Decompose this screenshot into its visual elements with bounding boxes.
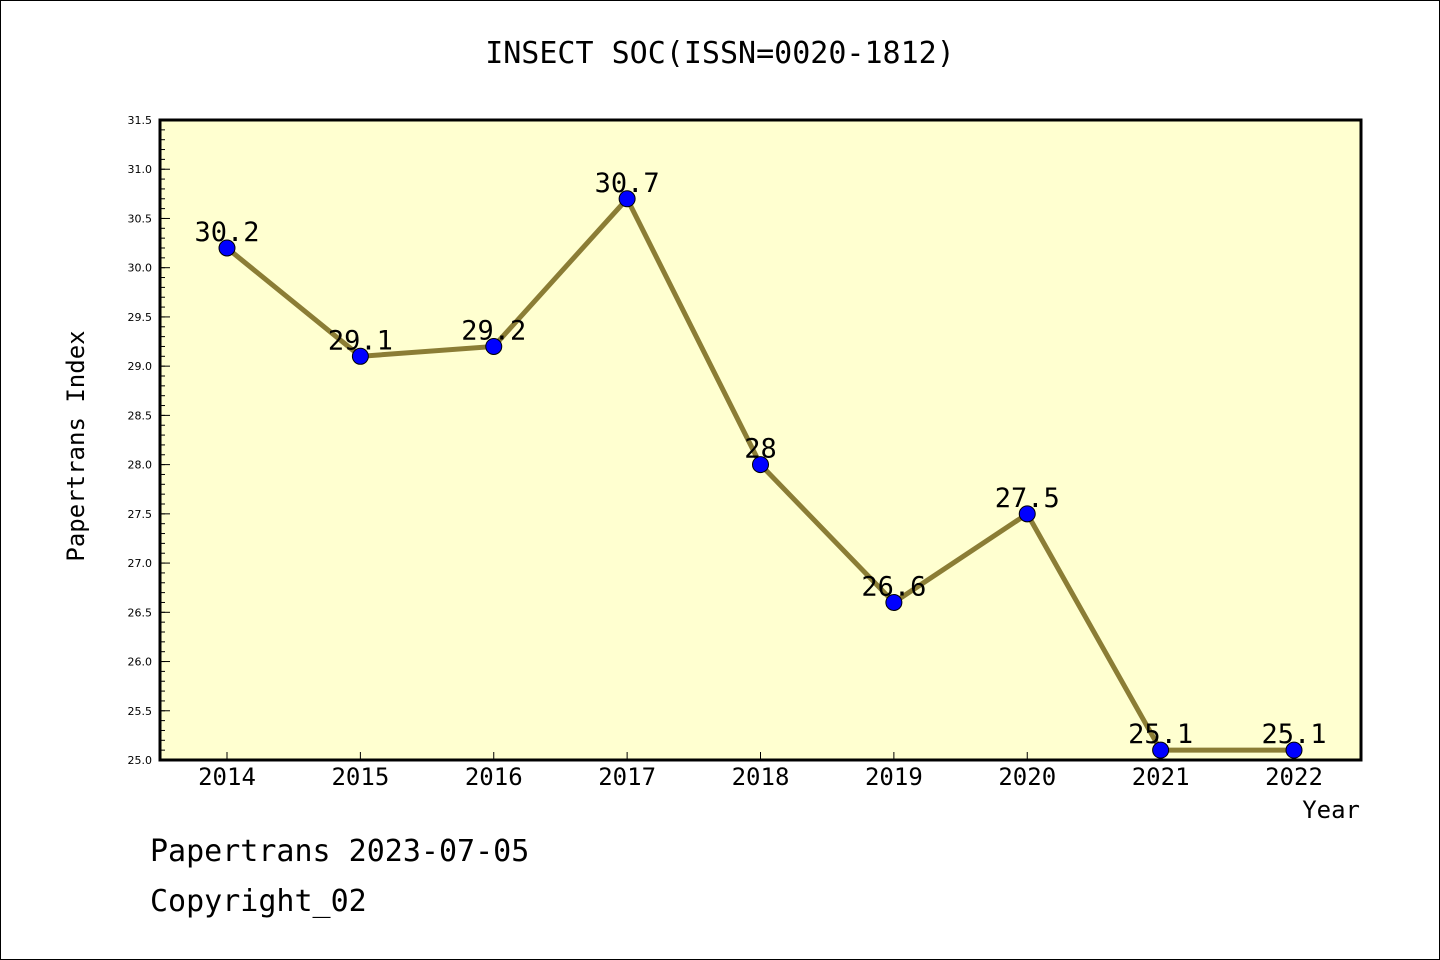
x-tick-label: 2019 — [865, 763, 923, 791]
x-tick-label: 2018 — [732, 763, 790, 791]
data-point — [1018, 505, 1036, 523]
x-tick-label: 2015 — [331, 763, 389, 791]
y-tick-label: 25.5 — [128, 705, 153, 718]
data-label: 27.5 — [995, 483, 1060, 514]
y-tick-label: 30.0 — [128, 262, 153, 275]
data-point — [1152, 741, 1170, 759]
x-tick-label: 2020 — [998, 763, 1056, 791]
y-tick-label: 28.0 — [128, 459, 153, 472]
y-tick-label: 29.5 — [128, 311, 153, 324]
x-tick-label: 2014 — [198, 763, 256, 791]
x-tick-label: 2017 — [598, 763, 656, 791]
x-tick-label: 2016 — [465, 763, 523, 791]
data-label: 25.1 — [1128, 719, 1193, 750]
plot-area — [160, 120, 1361, 760]
y-tick-label: 31.5 — [128, 114, 153, 127]
footer-date: Papertrans 2023-07-05 — [150, 834, 530, 869]
y-tick-label: 30.5 — [128, 212, 153, 225]
data-point — [752, 456, 769, 474]
data-label: 30.2 — [194, 217, 259, 248]
data-label: 25.1 — [1261, 719, 1326, 750]
plot-border — [158, 118, 1363, 762]
data-point — [218, 239, 236, 257]
footer-copyright: Copyright_02 — [150, 884, 367, 919]
data-label: 28 — [744, 434, 777, 465]
data-label: 30.7 — [595, 168, 660, 199]
y-tick-label: 28.5 — [128, 409, 153, 422]
y-tick-label: 27.0 — [128, 557, 153, 570]
data-point — [1285, 741, 1303, 759]
data-point — [618, 190, 636, 208]
data-label: 26.6 — [861, 571, 926, 602]
y-tick-label: 27.5 — [128, 508, 153, 521]
y-tick-label: 31.0 — [128, 163, 153, 176]
x-axis-label: Year — [1302, 796, 1360, 824]
chart-title: INSECT SOC(ISSN=0020-1812) — [485, 36, 955, 71]
data-point — [485, 337, 503, 355]
data-label: 29.2 — [461, 315, 526, 346]
x-tick-label: 2021 — [1132, 763, 1190, 791]
y-tick-label: 25.0 — [128, 754, 153, 767]
y-tick-label: 29.0 — [128, 360, 153, 373]
x-tick-label: 2022 — [1265, 763, 1323, 791]
data-point — [885, 593, 903, 611]
data-point — [351, 347, 369, 365]
data-label: 29.1 — [328, 325, 393, 356]
y-tick-label: 26.5 — [128, 606, 153, 619]
y-tick-label: 26.0 — [128, 656, 153, 669]
